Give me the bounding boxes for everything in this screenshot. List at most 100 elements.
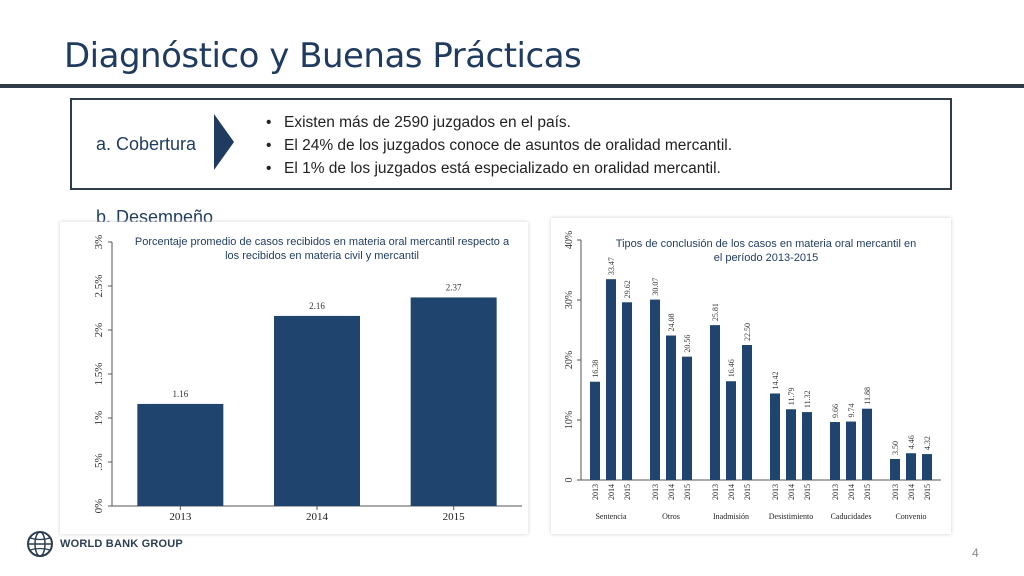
bar bbox=[922, 454, 932, 480]
title-divider bbox=[0, 84, 1024, 88]
chevron-right-icon bbox=[214, 114, 234, 170]
coverage-box bbox=[70, 98, 952, 190]
x-tick-label: 2014 bbox=[787, 484, 796, 500]
bar-value-label: 11.79 bbox=[787, 388, 796, 406]
bar-value-label: 24.08 bbox=[667, 314, 676, 332]
bar bbox=[650, 299, 660, 480]
bar-value-label: 11.32 bbox=[803, 390, 812, 408]
x-tick-label: 2013 bbox=[891, 484, 900, 500]
bar bbox=[666, 335, 676, 480]
chart-title: Porcentaje promedio de casos recibidos e… bbox=[135, 236, 510, 248]
x-tick-label: 2015 bbox=[443, 511, 466, 523]
y-tick-label: 10% bbox=[564, 411, 575, 429]
bullet-item: El 1% de los juzgados está especializado… bbox=[266, 157, 732, 180]
y-tick-label: 2% bbox=[93, 323, 105, 338]
y-tick-label: 30% bbox=[564, 291, 575, 309]
chart-left: 0% .5% 1% 1.5% 2% 2.5% 3% 1.16 2013 2.16 2014 2.37 2… bbox=[93, 235, 522, 523]
world-bank-logo: WORLD BANK GROUP bbox=[26, 530, 183, 558]
x-tick-label: 2015 bbox=[923, 484, 932, 500]
bar-value-label: 4.32 bbox=[923, 436, 932, 450]
bar bbox=[786, 409, 796, 480]
x-tick-label: 2015 bbox=[803, 484, 812, 500]
bar-value-label: 1.16 bbox=[172, 389, 188, 399]
chart-title: los recibidos en materia civil y mercant… bbox=[225, 250, 419, 262]
bar bbox=[274, 315, 360, 506]
bar-value-label: 20.56 bbox=[683, 335, 692, 353]
chart-left-panel: 0% .5% 1% 1.5% 2% 2.5% 3% 1.16 2013 2.16 2014 2.37 2… bbox=[60, 222, 528, 534]
bar-value-label: 9.74 bbox=[847, 404, 856, 418]
chart-title: Tipos de conclusión de los casos en mate… bbox=[616, 238, 916, 250]
bar-value-label: 25.81 bbox=[711, 303, 720, 321]
y-tick-label: 2.5% bbox=[93, 275, 105, 298]
y-tick-label: 20% bbox=[564, 351, 575, 369]
y-tick-label: 0 bbox=[564, 478, 575, 483]
x-tick-label: 2014 bbox=[607, 484, 616, 500]
x-tick-label: 2014 bbox=[667, 484, 676, 500]
bar-value-label: 14.42 bbox=[771, 371, 780, 389]
bar bbox=[906, 453, 916, 480]
bar bbox=[890, 459, 900, 480]
y-tick-label: .5% bbox=[93, 453, 105, 470]
x-tick-label: 2013 bbox=[831, 484, 840, 500]
x-tick-label: 2013 bbox=[711, 484, 720, 500]
x-tick-label: 2015 bbox=[743, 484, 752, 500]
bar bbox=[410, 297, 497, 506]
coverage-bullets: Existen más de 2590 juzgados en el país.… bbox=[266, 111, 732, 180]
x-tick-label: 2014 bbox=[907, 484, 916, 500]
bar-value-label: 30.07 bbox=[651, 278, 660, 296]
bar-value-label: 11.88 bbox=[863, 387, 872, 405]
bar bbox=[137, 403, 224, 506]
y-tick-label: 1.5% bbox=[93, 363, 105, 386]
bar bbox=[710, 325, 720, 480]
y-tick-label: 40% bbox=[564, 231, 575, 249]
group-label: Convenio bbox=[895, 512, 926, 521]
group-label: Sentencia bbox=[595, 512, 627, 521]
x-tick-label: 2013 bbox=[591, 484, 600, 500]
bar bbox=[830, 422, 840, 480]
x-tick-label: 2013 bbox=[169, 511, 192, 523]
bar bbox=[862, 408, 872, 480]
bar-value-label: 4.46 bbox=[907, 435, 916, 449]
y-tick-label: 1% bbox=[93, 411, 105, 426]
bar-value-label: 16.46 bbox=[727, 359, 736, 377]
bar-value-label: 16.38 bbox=[591, 360, 600, 378]
group-label: Inadmisión bbox=[713, 512, 749, 521]
globe-icon bbox=[27, 531, 53, 557]
bar-value-label: 2.37 bbox=[446, 282, 462, 292]
chart-right: 0 10% 20% 30% 40% 16.38 2013 33.47 2014 29.62 2015… bbox=[564, 231, 941, 521]
bar bbox=[622, 302, 632, 480]
coverage-label: a. Cobertura bbox=[96, 134, 197, 154]
bar bbox=[742, 345, 752, 480]
bullet-item: Existen más de 2590 juzgados en el país. bbox=[266, 111, 732, 134]
x-tick-label: 2014 bbox=[847, 484, 856, 500]
x-tick-label: 2013 bbox=[771, 484, 780, 500]
x-tick-label: 2014 bbox=[727, 484, 736, 500]
x-tick-label: 2013 bbox=[651, 484, 660, 500]
logo-text: WORLD BANK GROUP bbox=[60, 538, 183, 550]
slide-title: Diagnóstico y Buenas Prácticas bbox=[64, 36, 582, 76]
x-tick-label: 2015 bbox=[863, 484, 872, 500]
chart-title: el período 2013-2015 bbox=[714, 252, 819, 264]
x-tick-label: 2015 bbox=[623, 484, 632, 500]
y-tick-label: 3% bbox=[93, 235, 105, 250]
bar bbox=[770, 393, 780, 480]
bar bbox=[802, 412, 812, 480]
bar bbox=[846, 421, 856, 480]
bar bbox=[682, 356, 692, 480]
bar bbox=[590, 381, 600, 480]
bar bbox=[726, 381, 736, 480]
bar-value-label: 22.50 bbox=[743, 323, 752, 341]
x-tick-label: 2015 bbox=[683, 484, 692, 500]
bar-value-label: 9.66 bbox=[831, 404, 840, 418]
group-label: Otros bbox=[662, 512, 680, 521]
bar-value-label: 29.62 bbox=[623, 280, 632, 298]
group-label: Caducidades bbox=[831, 512, 872, 521]
bullet-item: El 24% de los juzgados conoce de asuntos… bbox=[266, 134, 732, 157]
bar-value-label: 2.16 bbox=[309, 301, 325, 311]
bar-value-label: 33.47 bbox=[607, 257, 616, 275]
y-tick-label: 0% bbox=[93, 499, 105, 514]
bar bbox=[606, 279, 616, 480]
x-tick-label: 2014 bbox=[306, 511, 329, 523]
page-number: 4 bbox=[972, 546, 979, 560]
chart-right-panel: 0 10% 20% 30% 40% 16.38 2013 33.47 2014 29.62 2015… bbox=[551, 218, 951, 534]
